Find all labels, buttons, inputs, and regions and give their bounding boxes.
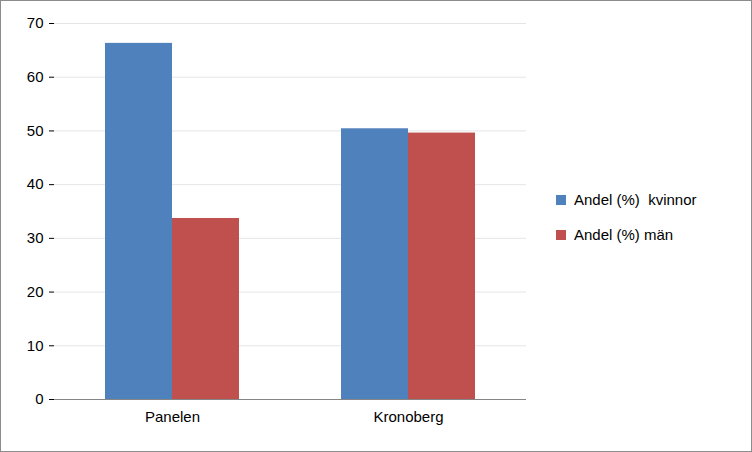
html-text:Andel (%) kvinnor: Andel (%) kvinnor <box>574 191 697 208</box>
svg-text:Kronoberg: Kronoberg <box>373 408 443 425</box>
svg-text:20: 20 <box>27 283 44 300</box>
svg-text:Panelen: Panelen <box>145 408 200 425</box>
svg-text:50: 50 <box>27 122 44 139</box>
svg-text:10: 10 <box>27 337 44 354</box>
svg-text:0: 0 <box>35 390 43 407</box>
svg-text:30: 30 <box>27 229 44 246</box>
svg-text:60: 60 <box>27 68 44 85</box>
svg-text:40: 40 <box>27 175 44 192</box>
html-text:Andel (%) män: Andel (%) män <box>574 226 674 243</box>
svg-text:70: 70 <box>27 14 44 31</box>
